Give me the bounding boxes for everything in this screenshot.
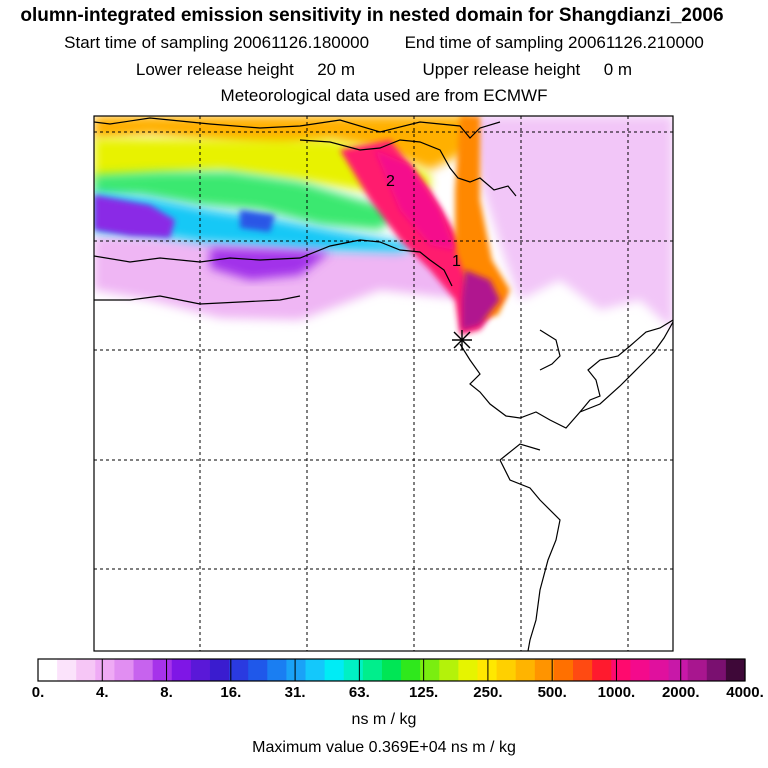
- colorbar-tick-label: 63.: [348, 684, 370, 701]
- lower-release-label: Lower release height: [135, 60, 294, 79]
- station-star-marker: [452, 330, 472, 350]
- colorbar-cell: [324, 659, 345, 681]
- colorbar-cell: [706, 659, 727, 681]
- colorbar-cell: [38, 659, 58, 681]
- colorbar-cell: [114, 659, 135, 681]
- contour-label-1: 1: [452, 253, 461, 270]
- colorbar-cell: [553, 659, 574, 681]
- colorbar-cell: [496, 659, 517, 681]
- colorbar-tick-label: 125.: [409, 684, 439, 701]
- coastlines: [94, 117, 673, 651]
- colorbar-cell: [573, 659, 593, 681]
- colorbar-major-ticks: [37, 659, 746, 681]
- map-frame: [93, 115, 674, 652]
- colorbar-cell: [229, 659, 249, 681]
- lower-release-value: 20 m: [317, 60, 355, 79]
- colorbar-cell: [630, 659, 651, 681]
- start-time-label: Start time of sampling 20061126.180000: [64, 33, 370, 52]
- sensitivity-field: [94, 116, 673, 335]
- maximum-value-label: Maximum value 0.369E+04 ns m / kg: [252, 739, 516, 756]
- colorbar-cell: [286, 659, 307, 681]
- colorbar-cells: [38, 659, 746, 681]
- colorbar-cell: [305, 659, 326, 681]
- map-title: olumn-integrated emission sensitivity in…: [20, 5, 724, 26]
- upper-release-label: Upper release height: [422, 60, 581, 79]
- colorbar-tick-label: 8.: [160, 684, 173, 701]
- colorbar-cell: [57, 659, 77, 681]
- end-time-label: End time of sampling 20061126.210000: [404, 33, 704, 52]
- colorbar-cell: [267, 659, 288, 681]
- colorbar-cell: [381, 659, 402, 681]
- colorbar-cell: [611, 659, 631, 681]
- colorbar-cell: [649, 659, 670, 681]
- colorbar-tick-label: 4.: [96, 684, 109, 701]
- colorbar-tick-label: 1000.: [597, 684, 636, 701]
- met-data-line: Meteorological data used are from ECMWF: [220, 86, 548, 105]
- colorbar-cell: [515, 659, 536, 681]
- colorbar-tick-label: 0.: [31, 684, 45, 701]
- colorbar-cell: [95, 659, 116, 681]
- lat-lon-grid: [94, 116, 673, 651]
- colorbar-cell: [668, 659, 689, 681]
- colorbar-tick-label: 4000.: [726, 684, 764, 701]
- colorbar-cell: [209, 659, 230, 681]
- colorbar-cell: [458, 659, 479, 681]
- colorbar-tick-label: 500.: [537, 684, 567, 701]
- colorbar-cell: [152, 659, 173, 681]
- colorbar-cell: [362, 659, 383, 681]
- colorbar-tick-label: 2000.: [661, 684, 700, 701]
- colorbar-tick-label: 31.: [284, 684, 306, 701]
- colorbar-units: ns m / kg: [351, 711, 417, 728]
- colorbar-cell: [534, 659, 555, 681]
- colorbar-cell: [477, 659, 498, 681]
- colorbar-cell: [401, 659, 421, 681]
- colorbar-tick-label: 16.: [220, 684, 242, 701]
- colorbar-frame: [37, 658, 746, 682]
- colorbar-cell: [343, 659, 364, 681]
- release-height-line: Lower release height 20 m Upper release …: [0, 60, 768, 80]
- colorbar-cell: [592, 659, 612, 681]
- colorbar-cell: [76, 659, 96, 681]
- contour-label-2: 2: [386, 173, 395, 190]
- colorbar-cell: [133, 659, 154, 681]
- colorbar-cell: [248, 659, 268, 681]
- sampling-time-line: Start time of sampling 20061126.180000 E…: [0, 33, 768, 53]
- colorbar-cell: [725, 659, 746, 681]
- colorbar-cell: [171, 659, 192, 681]
- upper-release-value: 0 m: [603, 60, 633, 79]
- colorbar-cell: [439, 659, 459, 681]
- colorbar-cell: [687, 659, 708, 681]
- colorbar-tick-label: 250.: [473, 684, 503, 701]
- colorbar-cell: [190, 659, 211, 681]
- colorbar-cell: [420, 659, 440, 681]
